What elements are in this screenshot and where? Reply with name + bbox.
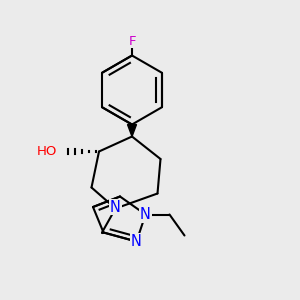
Text: N: N: [140, 207, 151, 222]
Text: N: N: [131, 234, 142, 249]
Text: F: F: [128, 34, 136, 48]
Text: HO: HO: [37, 145, 57, 158]
Polygon shape: [128, 124, 136, 136]
Text: N: N: [110, 200, 121, 214]
